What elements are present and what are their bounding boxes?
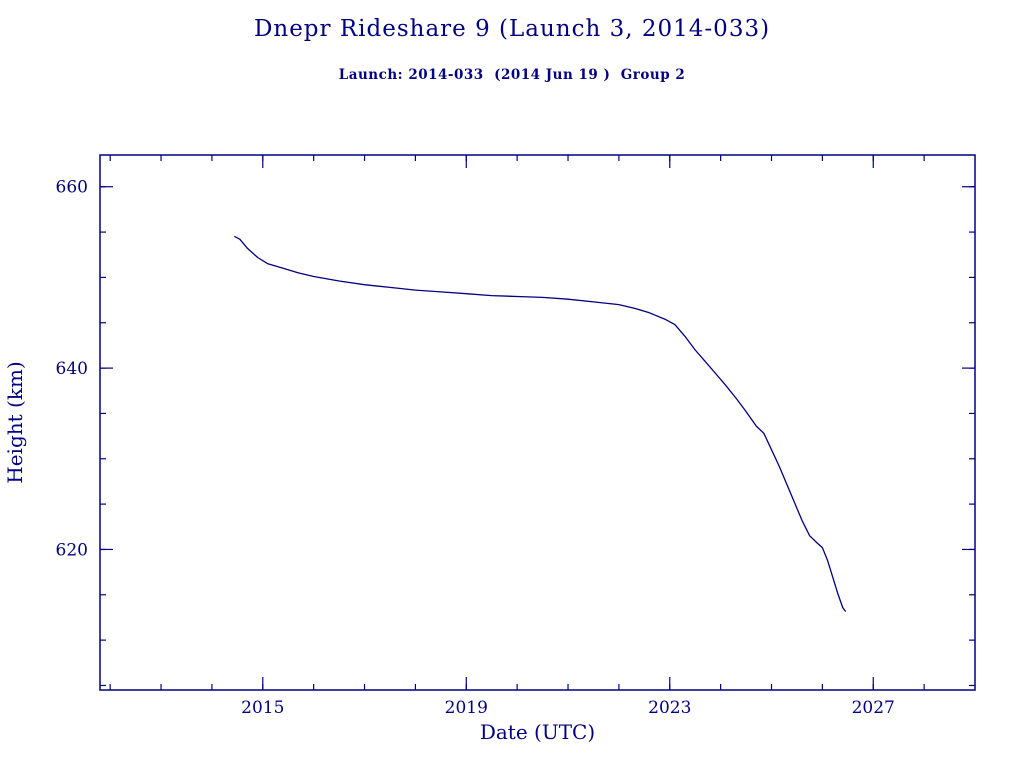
x-tick-label: 2023 xyxy=(648,698,691,718)
x-tick-label: 2027 xyxy=(852,698,895,718)
x-tick-label: 2019 xyxy=(445,698,488,718)
x-axis-label: Date (UTC) xyxy=(480,720,595,744)
chart-title: Dnepr Rideshare 9 (Launch 3, 2014-033) xyxy=(253,16,771,42)
y-tick-label: 640 xyxy=(56,359,88,379)
y-tick-label: 620 xyxy=(56,540,88,560)
chart-subtitle: Launch: 2014-033 (2014 Jun 19 ) Group 2 xyxy=(338,67,686,83)
y-tick-label: 660 xyxy=(56,178,88,198)
decay-line xyxy=(234,235,846,612)
x-tick-label: 2015 xyxy=(241,698,284,718)
y-axis-label: Height (km) xyxy=(3,361,27,483)
plot-frame xyxy=(99,154,976,691)
